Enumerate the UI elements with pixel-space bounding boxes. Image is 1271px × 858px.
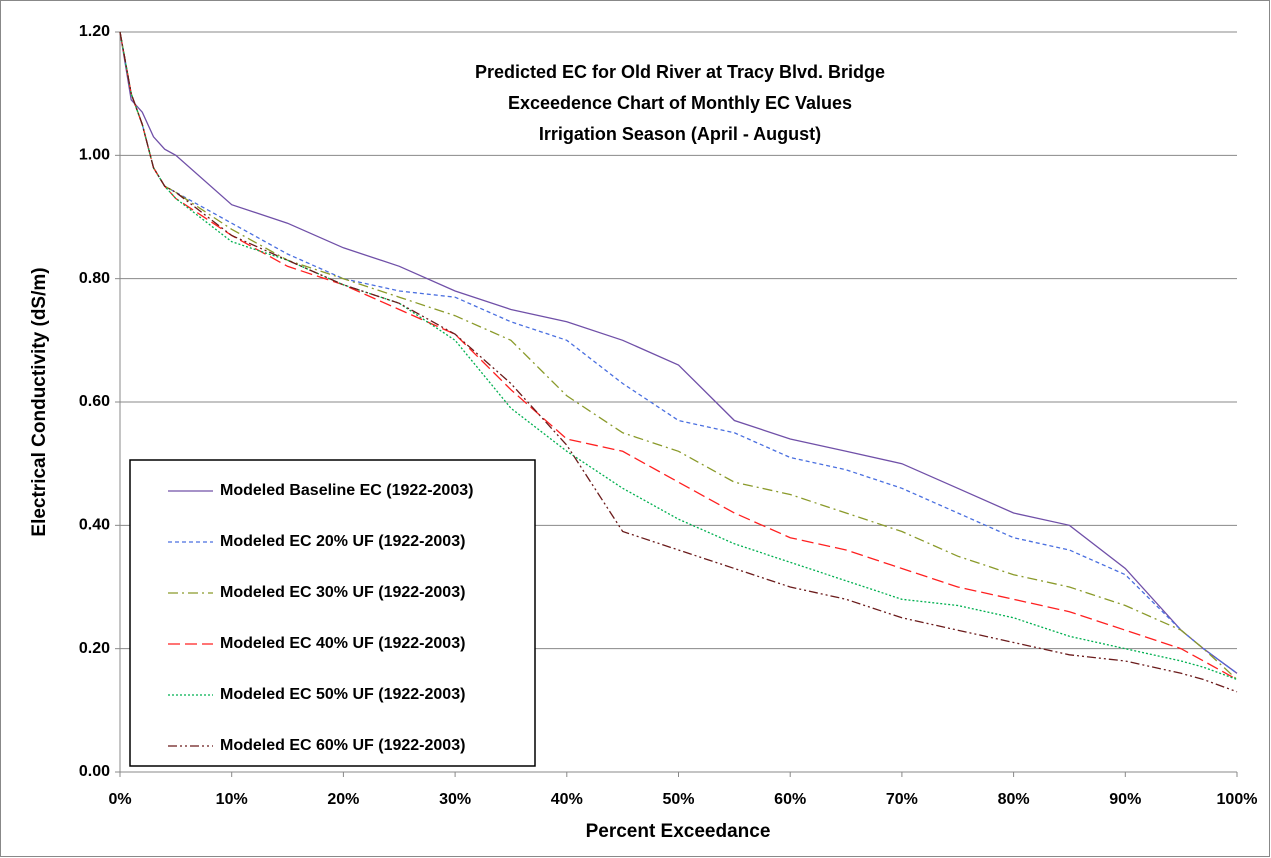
x-tick-label: 90%: [1109, 791, 1141, 808]
x-tick-label: 30%: [439, 791, 471, 808]
y-tick-label: 1.00: [79, 147, 110, 164]
legend-label: Modeled EC 50% UF (1922-2003): [220, 686, 465, 703]
legend-label: Modeled EC 30% UF (1922-2003): [220, 584, 465, 601]
y-tick-label: 0.40: [79, 517, 110, 534]
y-axis-label: Electrical Conductivity (dS/m): [29, 267, 50, 536]
x-axis-label: Percent Exceedance: [586, 821, 771, 842]
x-tick-label: 50%: [662, 791, 694, 808]
x-tick-label: 20%: [327, 791, 359, 808]
x-tick-label: 100%: [1217, 791, 1258, 808]
y-tick-label: 0.60: [79, 393, 110, 410]
x-tick-label: 70%: [886, 791, 918, 808]
x-tick-label: 80%: [998, 791, 1030, 808]
y-tick-label: 0.00: [79, 763, 110, 780]
chart-title: Irrigation Season (April - August): [539, 124, 821, 144]
y-tick-label: 1.20: [79, 23, 110, 40]
series-line: [119, 31, 1238, 674]
series-line: [119, 31, 1238, 680]
x-tick-label: 60%: [774, 791, 806, 808]
legend-label: Modeled EC 40% UF (1922-2003): [220, 635, 465, 652]
x-tick-label: 10%: [216, 791, 248, 808]
x-tick-label: 40%: [551, 791, 583, 808]
chart-title: Predicted EC for Old River at Tracy Blvd…: [475, 62, 885, 82]
x-tick-label: 0%: [108, 791, 131, 808]
legend-label: Modeled EC 20% UF (1922-2003): [220, 533, 465, 550]
series-line: [119, 31, 1238, 681]
y-tick-label: 0.20: [79, 640, 110, 657]
legend-label: Modeled Baseline EC (1922-2003): [220, 482, 473, 499]
chart-title: Exceedence Chart of Monthly EC Values: [508, 93, 852, 113]
legend-label: Modeled EC 60% UF (1922-2003): [220, 737, 465, 754]
legend-box: [129, 459, 536, 767]
y-tick-label: 0.80: [79, 270, 110, 287]
